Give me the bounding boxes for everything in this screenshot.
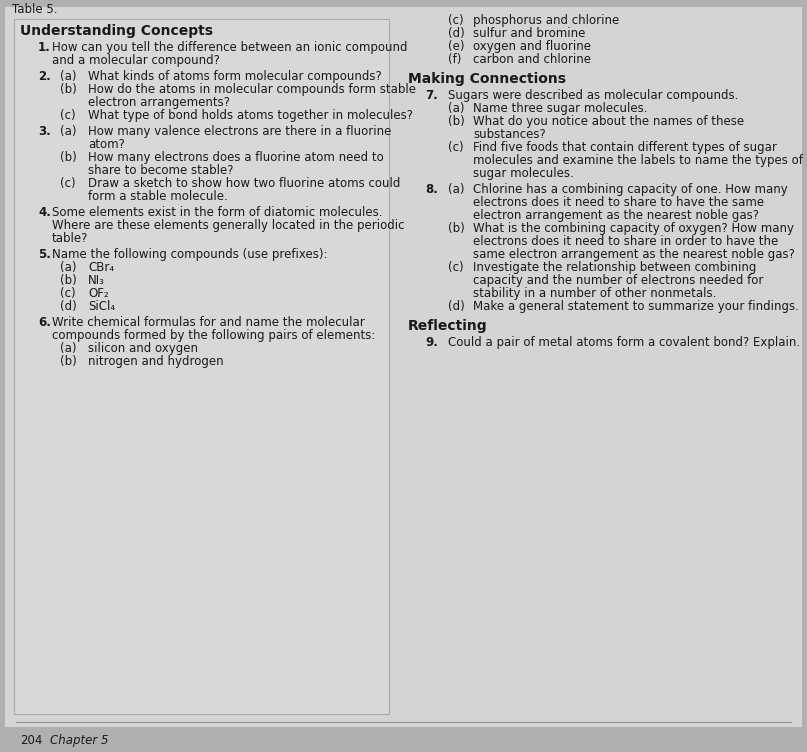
Text: 7.: 7. [425, 89, 437, 102]
Text: (f): (f) [448, 53, 462, 66]
Text: (b): (b) [448, 222, 465, 235]
Text: (a): (a) [60, 125, 77, 138]
Text: 9.: 9. [425, 336, 438, 349]
Text: Write chemical formulas for and name the molecular: Write chemical formulas for and name the… [52, 316, 365, 329]
Text: (c): (c) [60, 177, 76, 190]
Text: Name three sugar molecules.: Name three sugar molecules. [473, 102, 647, 115]
Text: Where are these elements generally located in the periodic: Where are these elements generally locat… [52, 219, 404, 232]
Text: electrons does it need to share in order to have the: electrons does it need to share in order… [473, 235, 778, 248]
Text: (b): (b) [60, 151, 77, 164]
Text: Investigate the relationship between combining: Investigate the relationship between com… [473, 261, 756, 274]
Text: (a): (a) [60, 70, 77, 83]
Text: Reflecting: Reflecting [408, 319, 487, 333]
Text: sugar molecules.: sugar molecules. [473, 167, 574, 180]
Text: (a): (a) [448, 183, 465, 196]
Text: What is the combining capacity of oxygen? How many: What is the combining capacity of oxygen… [473, 222, 794, 235]
Text: same electron arrangement as the nearest noble gas?: same electron arrangement as the nearest… [473, 248, 795, 261]
Text: 204: 204 [20, 734, 43, 747]
Text: oxygen and fluorine: oxygen and fluorine [473, 40, 591, 53]
Text: (b): (b) [448, 115, 465, 128]
Text: and a molecular compound?: and a molecular compound? [52, 54, 220, 67]
Text: 5.: 5. [38, 248, 51, 261]
Text: (c): (c) [448, 141, 464, 154]
Text: OF₂: OF₂ [88, 287, 109, 300]
Text: Draw a sketch to show how two fluorine atoms could: Draw a sketch to show how two fluorine a… [88, 177, 400, 190]
Text: Making Connections: Making Connections [408, 72, 566, 86]
FancyBboxPatch shape [5, 7, 802, 727]
Text: What kinds of atoms form molecular compounds?: What kinds of atoms form molecular compo… [88, 70, 382, 83]
Text: NI₃: NI₃ [88, 274, 105, 287]
Text: (d): (d) [60, 300, 77, 313]
Text: 3.: 3. [38, 125, 51, 138]
Text: electron arrangements?: electron arrangements? [88, 96, 230, 109]
Text: How do the atoms in molecular compounds form stable: How do the atoms in molecular compounds … [88, 83, 416, 96]
Text: Sugars were described as molecular compounds.: Sugars were described as molecular compo… [448, 89, 738, 102]
Text: 4.: 4. [38, 206, 51, 219]
Text: (a): (a) [448, 102, 465, 115]
Text: CBr₄: CBr₄ [88, 261, 114, 274]
Text: form a stable molecule.: form a stable molecule. [88, 190, 228, 203]
Text: capacity and the number of electrons needed for: capacity and the number of electrons nee… [473, 274, 763, 287]
Text: Find five foods that contain different types of sugar: Find five foods that contain different t… [473, 141, 777, 154]
Text: compounds formed by the following pairs of elements:: compounds formed by the following pairs … [52, 329, 375, 342]
Text: Some elements exist in the form of diatomic molecules.: Some elements exist in the form of diato… [52, 206, 383, 219]
Text: What do you notice about the names of these: What do you notice about the names of th… [473, 115, 744, 128]
Text: table?: table? [52, 232, 89, 245]
Text: (d): (d) [448, 27, 465, 40]
Text: share to become stable?: share to become stable? [88, 164, 233, 177]
Text: (c): (c) [60, 109, 76, 122]
Text: (b): (b) [60, 83, 77, 96]
Text: (d): (d) [448, 300, 465, 313]
Text: What type of bond holds atoms together in molecules?: What type of bond holds atoms together i… [88, 109, 413, 122]
Text: (c): (c) [448, 14, 464, 27]
Text: substances?: substances? [473, 128, 546, 141]
Text: Name the following compounds (use prefixes):: Name the following compounds (use prefix… [52, 248, 328, 261]
Text: (a): (a) [60, 342, 77, 355]
Text: Could a pair of metal atoms form a covalent bond? Explain.: Could a pair of metal atoms form a coval… [448, 336, 800, 349]
Text: Chlorine has a combining capacity of one. How many: Chlorine has a combining capacity of one… [473, 183, 788, 196]
Text: (e): (e) [448, 40, 465, 53]
Text: How can you tell the difference between an ionic compound: How can you tell the difference between … [52, 41, 408, 54]
Text: (a): (a) [60, 261, 77, 274]
FancyBboxPatch shape [14, 19, 389, 714]
Text: Make a general statement to summarize your findings.: Make a general statement to summarize yo… [473, 300, 799, 313]
Text: Chapter 5: Chapter 5 [50, 734, 108, 747]
Text: sulfur and bromine: sulfur and bromine [473, 27, 585, 40]
Text: (b): (b) [60, 274, 77, 287]
Text: 2.: 2. [38, 70, 51, 83]
Text: nitrogen and hydrogen: nitrogen and hydrogen [88, 355, 224, 368]
Text: Table 5.: Table 5. [12, 3, 57, 16]
Text: (b): (b) [60, 355, 77, 368]
Text: carbon and chlorine: carbon and chlorine [473, 53, 591, 66]
Text: electron arrangement as the nearest noble gas?: electron arrangement as the nearest nobl… [473, 209, 759, 222]
Text: (c): (c) [448, 261, 464, 274]
Text: 6.: 6. [38, 316, 51, 329]
Text: SiCl₄: SiCl₄ [88, 300, 115, 313]
Text: phosphorus and chlorine: phosphorus and chlorine [473, 14, 619, 27]
Text: atom?: atom? [88, 138, 125, 151]
Text: molecules and examine the labels to name the types of: molecules and examine the labels to name… [473, 154, 803, 167]
Text: (c): (c) [60, 287, 76, 300]
Text: electrons does it need to share to have the same: electrons does it need to share to have … [473, 196, 764, 209]
Text: stability in a number of other nonmetals.: stability in a number of other nonmetals… [473, 287, 717, 300]
Text: silicon and oxygen: silicon and oxygen [88, 342, 198, 355]
Text: Understanding Concepts: Understanding Concepts [20, 24, 213, 38]
Text: 8.: 8. [425, 183, 438, 196]
Text: How many valence electrons are there in a fluorine: How many valence electrons are there in … [88, 125, 391, 138]
Text: 1.: 1. [38, 41, 51, 54]
Text: How many electrons does a fluorine atom need to: How many electrons does a fluorine atom … [88, 151, 384, 164]
